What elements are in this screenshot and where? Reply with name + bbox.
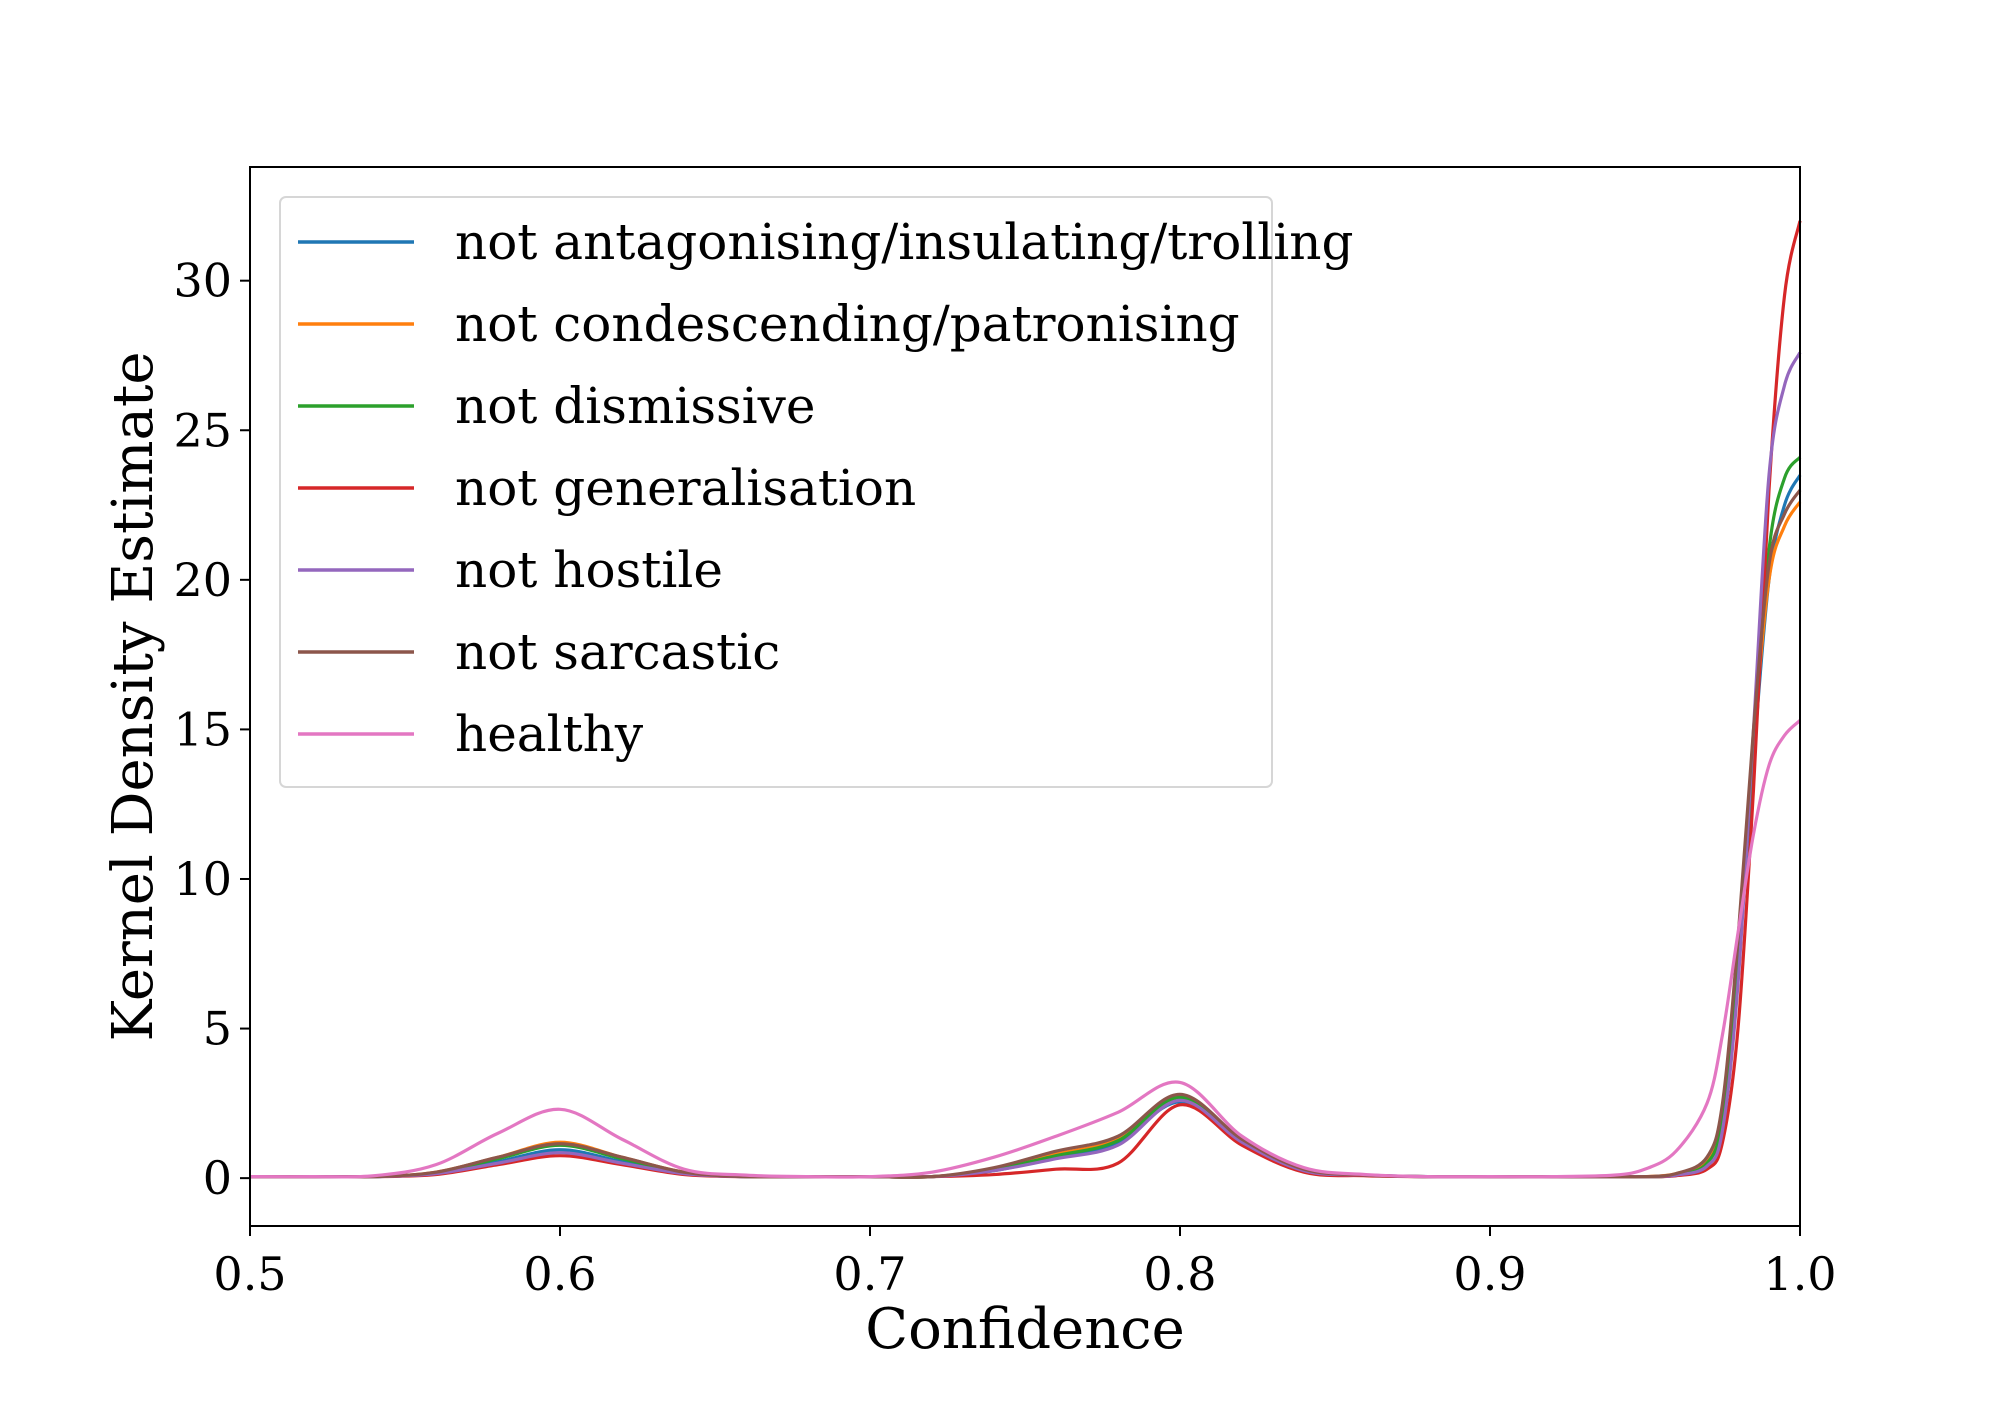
legend-label: not dismissive bbox=[455, 377, 816, 435]
legend-label: not antagonising/insulating/trolling bbox=[455, 213, 1354, 271]
series-layer bbox=[249, 220, 1802, 1179]
y-tick-label: 30 bbox=[173, 254, 232, 308]
x-tick-label: 0.5 bbox=[213, 1247, 286, 1301]
y-tick-label: 20 bbox=[173, 553, 232, 607]
x-tick-label: 1.0 bbox=[1763, 1247, 1836, 1301]
axes-layer: 0.5 0.6 0.7 0.8 0.9 1.0 0 5 10 15 20 25 30 bbox=[173, 166, 1837, 1301]
legend-label: not generalisation bbox=[455, 459, 916, 517]
series-line-5 bbox=[250, 489, 1802, 1179]
legend: not antagonising/insulating/trolling not … bbox=[279, 196, 1354, 788]
legend-label: healthy bbox=[455, 705, 644, 763]
y-axis-title: Kernel Density Estimate bbox=[101, 351, 166, 1041]
x-tick-label: 0.7 bbox=[833, 1247, 906, 1301]
x-tick-label: 0.6 bbox=[523, 1247, 596, 1301]
series-line-3 bbox=[250, 220, 1802, 1179]
legend-box bbox=[279, 196, 1273, 788]
series-line-6 bbox=[249, 719, 1802, 1179]
legend-label: not condescending/patronising bbox=[455, 295, 1240, 353]
x-axis-title: Confidence bbox=[865, 1297, 1185, 1362]
y-tick-label: 25 bbox=[173, 403, 232, 457]
legend-label: not sarcastic bbox=[455, 623, 780, 681]
plot-frame bbox=[249, 166, 1801, 1227]
y-tick-label: 15 bbox=[173, 702, 232, 756]
series-line-4 bbox=[250, 351, 1802, 1179]
legend-label: not hostile bbox=[455, 541, 723, 599]
y-tick-label: 5 bbox=[203, 1002, 232, 1056]
y-tick-label: 0 bbox=[203, 1151, 232, 1205]
y-tick-label: 10 bbox=[173, 852, 232, 906]
x-tick-label: 0.8 bbox=[1143, 1247, 1216, 1301]
x-tick-label: 0.9 bbox=[1453, 1247, 1526, 1301]
